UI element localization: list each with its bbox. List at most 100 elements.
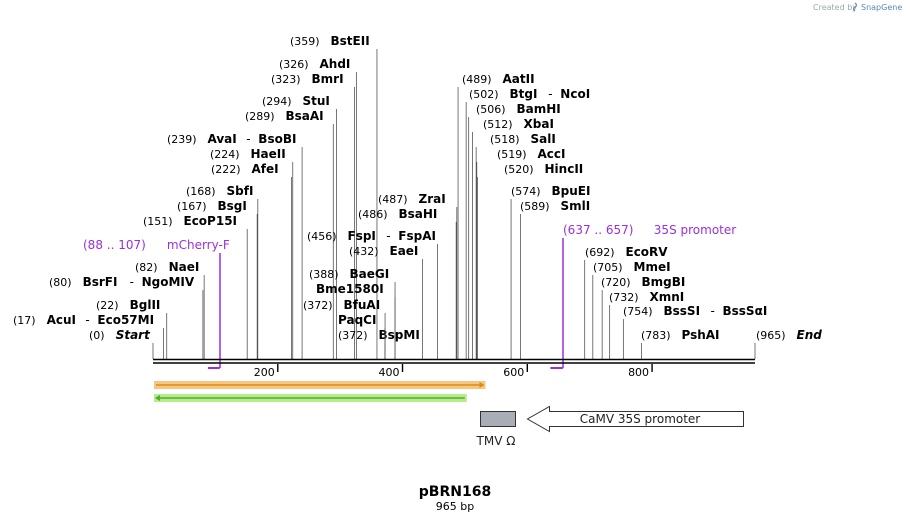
site-btgi[interactable]: (502) BtgI - NcoI [465,87,590,359]
site-bspmi[interactable]: (372) BspMI [338,328,420,359]
site-position: (502) [469,88,499,101]
site-enzyme-name: BsoBI [258,132,296,146]
site-position: (151) [143,215,173,228]
site-bsssi[interactable]: (754) BssSI - BssSαI [622,304,768,359]
site-position: (432) [349,245,379,258]
site-bsrfi[interactable]: (80) BsrFI - NgoMIV [49,275,204,359]
site-position: (574) [511,185,541,198]
site-enzyme-name: BssSαI [723,304,768,318]
site-enzyme-name: HincII [545,162,584,176]
site-acui[interactable]: (17) AcuI - Eco57MI [13,313,165,359]
site-enzyme-name: AfeI [252,162,279,176]
site-position: (222) [211,163,241,176]
site-mmei[interactable]: (705) MmeI [592,260,671,359]
site-end[interactable]: (965) End [754,328,822,359]
site-hincii[interactable]: (520) HincII [476,162,584,359]
site-enzyme-name: AvaI [208,132,237,146]
primer-range: (88 .. 107) [83,238,146,252]
site-position: (0) [89,329,105,342]
feature-tmv-omega[interactable]: TMV Ω [476,411,516,449]
site-position: (965) [756,329,786,342]
site-naei[interactable]: (82) NaeI [135,260,205,359]
site-sbfi[interactable]: (168) SbfI [186,184,259,359]
site-acci[interactable]: (519) AccI [476,147,566,359]
site-separator: - [386,229,390,243]
site-enzyme-name: NcoI [560,87,590,101]
site-bmri[interactable]: (323) BmrI [271,72,355,359]
site-enzyme-name: EaeI [390,244,419,258]
site-fspi[interactable]: (456) FspI - FspAI [307,229,438,359]
site-enzyme-name: Start [116,328,151,342]
primer-35s-promoter[interactable]: (637 .. 657) 35S promoter [550,223,736,369]
site-ecorv[interactable]: (692) EcoRV [584,245,669,359]
site-enzyme-name: BsaHI [399,207,438,221]
feature-label: CaMV 35S promoter [580,412,701,426]
site-position: (294) [262,95,292,108]
ruler-ticks: 200 400 600 800 [254,364,653,379]
orf-forward[interactable] [154,381,486,389]
site-position: (456) [307,230,337,243]
site-position: (487) [378,193,408,206]
orf-reverse[interactable] [154,394,467,402]
site-position: (239) [167,133,197,146]
site-afei[interactable]: (222) AfeI [211,162,292,359]
site-eaei[interactable]: (432) EaeI [349,244,423,359]
site-enzyme-name: EcoRV [626,245,669,259]
site-xmni[interactable]: (732) XmnI [609,290,684,359]
site-bsteii[interactable]: (359) BstEII [290,34,378,359]
snapgene-brand: Created by SnapGene [813,2,902,12]
site-position: (692) [585,246,615,259]
feature-arrow [526,405,744,433]
site-haeii[interactable]: (224) HaeII [210,147,294,359]
site-enzyme-name: Eco57MI [97,313,154,327]
feature-camv-35s-promoter[interactable]: CaMV 35S promoter [526,405,744,433]
site-position: (754) [623,305,653,318]
site-position: (323) [271,73,301,86]
ruler-tick-label: 800 [628,366,649,379]
site-aatii[interactable]: (489) AatII [457,72,535,359]
site-stui[interactable]: (294) StuI [262,94,337,359]
site-ecop15i[interactable]: (151) EcoP15I [143,214,248,359]
sequence-backbone [153,358,755,364]
site-baegi[interactable]: (388) BaeGI [309,267,396,359]
site-pshai[interactable]: (783) PshAI [641,328,720,359]
site-bfuai[interactable]: (372) BfuAI [303,298,386,359]
feature-label: TMV Ω [476,434,516,448]
site-position: (82) [135,261,158,274]
site-avai[interactable]: (239) AvaI - BsoBI [167,132,303,359]
ruler-tick-label: 200 [254,366,275,379]
site-sali[interactable]: (518) SalI [475,132,556,359]
site-bsaai[interactable]: (289) BsaAI [245,109,334,359]
site-enzyme-name: BglII [130,298,161,312]
site-position: (506) [476,103,506,116]
site-enzyme-name: AccI [538,147,566,161]
site-start[interactable]: (0) Start [89,328,154,359]
site-enzyme-name: EcoP15I [184,214,238,228]
site-bsgi[interactable]: (167) BsgI [177,199,258,359]
site-position: (732) [609,291,639,304]
site-bmgbi[interactable]: (720) BmgBI [601,275,685,359]
site-position: (489) [462,73,492,86]
site-position: (519) [497,148,527,161]
site-xbai[interactable]: (512) XbaI [472,117,554,359]
site-enzyme-name: NgoMIV [142,275,195,289]
site-ahdi[interactable]: (326) AhdI [279,57,357,359]
site-enzyme-name: AatII [503,72,535,86]
site-smli[interactable]: (589) SmlI [520,199,590,359]
site-enzyme-name: PshAI [682,328,720,342]
site-position: (783) [641,329,671,342]
primer-name: mCherry-F [167,238,230,252]
site-zrai[interactable]: (487) ZraI [378,192,458,359]
site-position: (168) [186,185,216,198]
site-bamhi[interactable]: (506) BamHI [468,102,561,359]
site-bsahi[interactable]: (486) BsaHI [358,207,457,359]
site-bpuei[interactable]: (574) BpuEI [510,184,590,359]
site-position: (705) [593,261,623,274]
site-position: (372) [303,299,333,312]
primer-mcherry-f[interactable]: (88 .. 107) mCherry-F [83,238,230,369]
site-enzyme-name: SalI [531,132,556,146]
site-enzyme-name: AcuI [47,313,76,327]
site-bglii[interactable]: (22) BglII [96,298,168,359]
